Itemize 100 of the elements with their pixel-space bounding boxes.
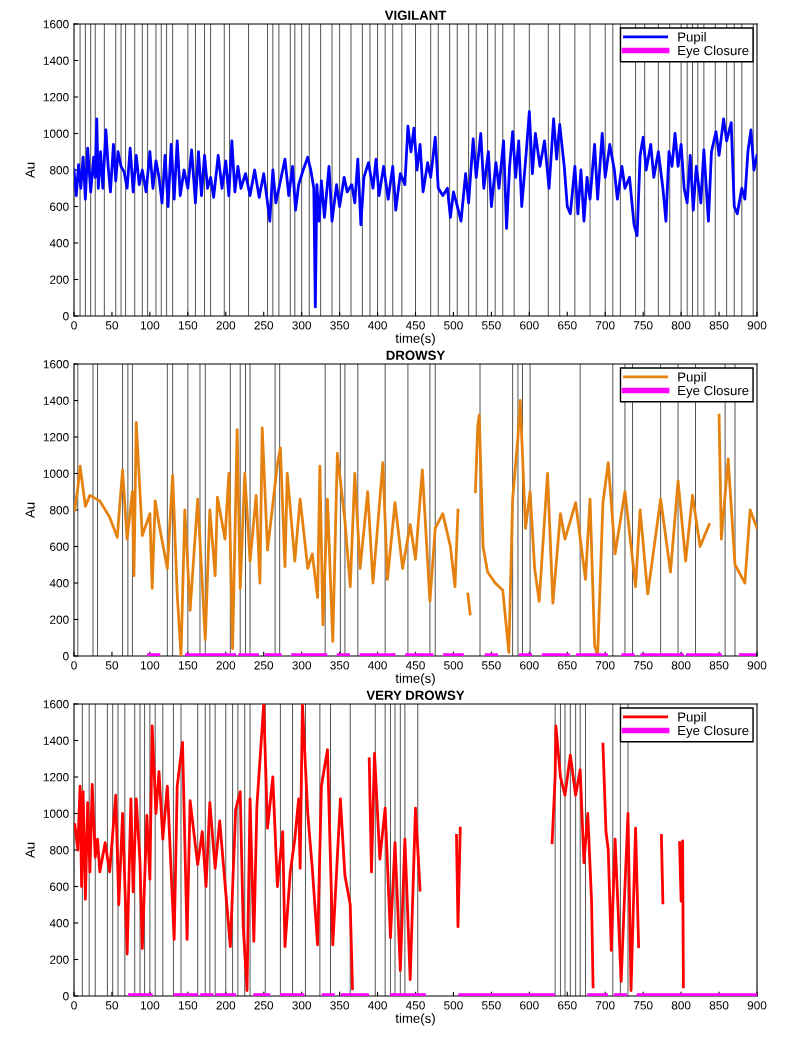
- x-tick-label: 250: [254, 321, 274, 330]
- y-tick-label: 200: [50, 275, 69, 284]
- x-tick-label: 550: [482, 661, 501, 670]
- x-tick-label: 300: [292, 321, 312, 330]
- y-tick-label: 1000: [43, 129, 69, 138]
- y-tick-label: 800: [49, 846, 69, 855]
- chart-title: VIGILANT: [384, 10, 447, 20]
- x-tick-label: 100: [140, 1001, 160, 1010]
- x-tick-label: 600: [520, 321, 539, 330]
- chart-title: VERY DROWSY: [366, 690, 465, 700]
- x-tick-label: 750: [633, 1001, 653, 1010]
- y-tick-label: 800: [49, 506, 69, 515]
- x-tick-label: 550: [482, 321, 501, 330]
- y-tick-label: 1000: [43, 809, 69, 818]
- y-tick-label: 1600: [43, 700, 69, 709]
- x-tick-label: 350: [330, 321, 349, 330]
- y-tick-label: 200: [50, 615, 69, 624]
- x-tick-label: 650: [558, 1001, 577, 1010]
- x-tick-label: 400: [367, 321, 387, 330]
- x-tick-label: 600: [520, 661, 539, 670]
- x-tick-label: 0: [71, 661, 77, 670]
- x-tick-label: 50: [105, 661, 119, 670]
- x-tick-label: 700: [595, 1001, 615, 1010]
- legend-label: Pupil: [678, 711, 706, 725]
- x-axis-title: time(s): [395, 333, 435, 346]
- legend-label: Pupil: [678, 31, 706, 45]
- x-tick-label: 150: [178, 321, 198, 330]
- y-axis-title: Au: [25, 162, 35, 179]
- x-tick-label: 850: [709, 1001, 729, 1010]
- x-tick-label: 500: [444, 1001, 463, 1010]
- y-tick-label: 1000: [43, 469, 69, 478]
- x-tick-label: 900: [747, 1001, 767, 1010]
- x-tick-label: 450: [405, 1001, 425, 1010]
- y-tick-label: 1600: [43, 20, 69, 29]
- x-tick-label: 900: [747, 321, 767, 330]
- x-tick-label: 700: [595, 661, 615, 670]
- x-tick-label: 850: [709, 661, 729, 670]
- legend-label: Eye Closure: [678, 725, 749, 738]
- x-tick-label: 350: [330, 1001, 349, 1010]
- legend-label: Eye Closure: [678, 45, 749, 58]
- y-tick-label: 0: [63, 312, 69, 321]
- y-tick-label: 400: [49, 579, 69, 588]
- x-tick-label: 250: [254, 1001, 274, 1010]
- y-tick-label: 1400: [43, 56, 69, 65]
- x-tick-label: 300: [292, 1001, 312, 1010]
- legend-label: Pupil: [678, 371, 706, 385]
- y-tick-label: 1200: [43, 773, 69, 782]
- x-tick-label: 500: [444, 321, 463, 330]
- x-tick-label: 0: [71, 1001, 77, 1010]
- y-tick-label: 0: [63, 992, 69, 1001]
- y-tick-label: 1600: [43, 360, 69, 369]
- x-axis-title: time(s): [395, 673, 435, 686]
- x-axis-title: time(s): [395, 1013, 435, 1026]
- line-series: [74, 110, 757, 309]
- x-tick-label: 750: [633, 321, 653, 330]
- y-axis-title: Au: [25, 842, 35, 859]
- x-tick-label: 450: [405, 321, 425, 330]
- x-tick-label: 200: [216, 1001, 236, 1010]
- chart-title: DROWSY: [386, 350, 445, 360]
- x-tick-label: 500: [444, 661, 463, 670]
- x-tick-label: 650: [558, 661, 577, 670]
- x-tick-label: 800: [671, 661, 691, 670]
- y-tick-label: 1200: [43, 433, 69, 442]
- y-tick-label: 600: [50, 542, 69, 551]
- x-tick-label: 100: [140, 321, 160, 330]
- x-tick-label: 550: [482, 1001, 501, 1010]
- x-tick-label: 700: [595, 321, 615, 330]
- y-tick-label: 1400: [43, 396, 69, 405]
- x-tick-label: 900: [747, 661, 767, 670]
- x-tick-label: 200: [216, 321, 236, 330]
- y-tick-label: 0: [63, 652, 69, 661]
- y-tick-label: 800: [49, 166, 69, 175]
- x-tick-label: 850: [709, 321, 729, 330]
- x-tick-label: 800: [671, 321, 691, 330]
- x-tick-label: 250: [254, 661, 274, 670]
- y-tick-label: 1400: [43, 736, 69, 745]
- x-tick-label: 150: [178, 1001, 198, 1010]
- y-tick-label: 1200: [43, 93, 69, 102]
- x-tick-label: 350: [330, 661, 349, 670]
- x-tick-label: 100: [140, 661, 160, 670]
- x-tick-label: 50: [105, 1001, 119, 1010]
- legend-label: Eye Closure: [678, 385, 749, 398]
- x-tick-label: 400: [367, 1001, 387, 1010]
- x-tick-label: 600: [520, 1001, 539, 1010]
- x-tick-label: 650: [558, 321, 577, 330]
- y-tick-label: 600: [50, 202, 69, 211]
- x-tick-label: 300: [292, 661, 312, 670]
- y-tick-label: 400: [49, 239, 69, 248]
- x-tick-label: 450: [405, 661, 425, 670]
- x-tick-label: 800: [671, 1001, 691, 1010]
- y-tick-label: 400: [49, 919, 69, 928]
- x-tick-label: 150: [178, 661, 198, 670]
- x-tick-label: 200: [216, 661, 236, 670]
- x-tick-label: 400: [367, 661, 387, 670]
- y-tick-label: 600: [50, 882, 69, 891]
- y-tick-label: 200: [50, 955, 69, 964]
- x-tick-label: 50: [105, 321, 119, 330]
- y-axis-title: Au: [25, 502, 35, 519]
- x-tick-label: 0: [71, 321, 77, 330]
- x-tick-label: 750: [633, 661, 653, 670]
